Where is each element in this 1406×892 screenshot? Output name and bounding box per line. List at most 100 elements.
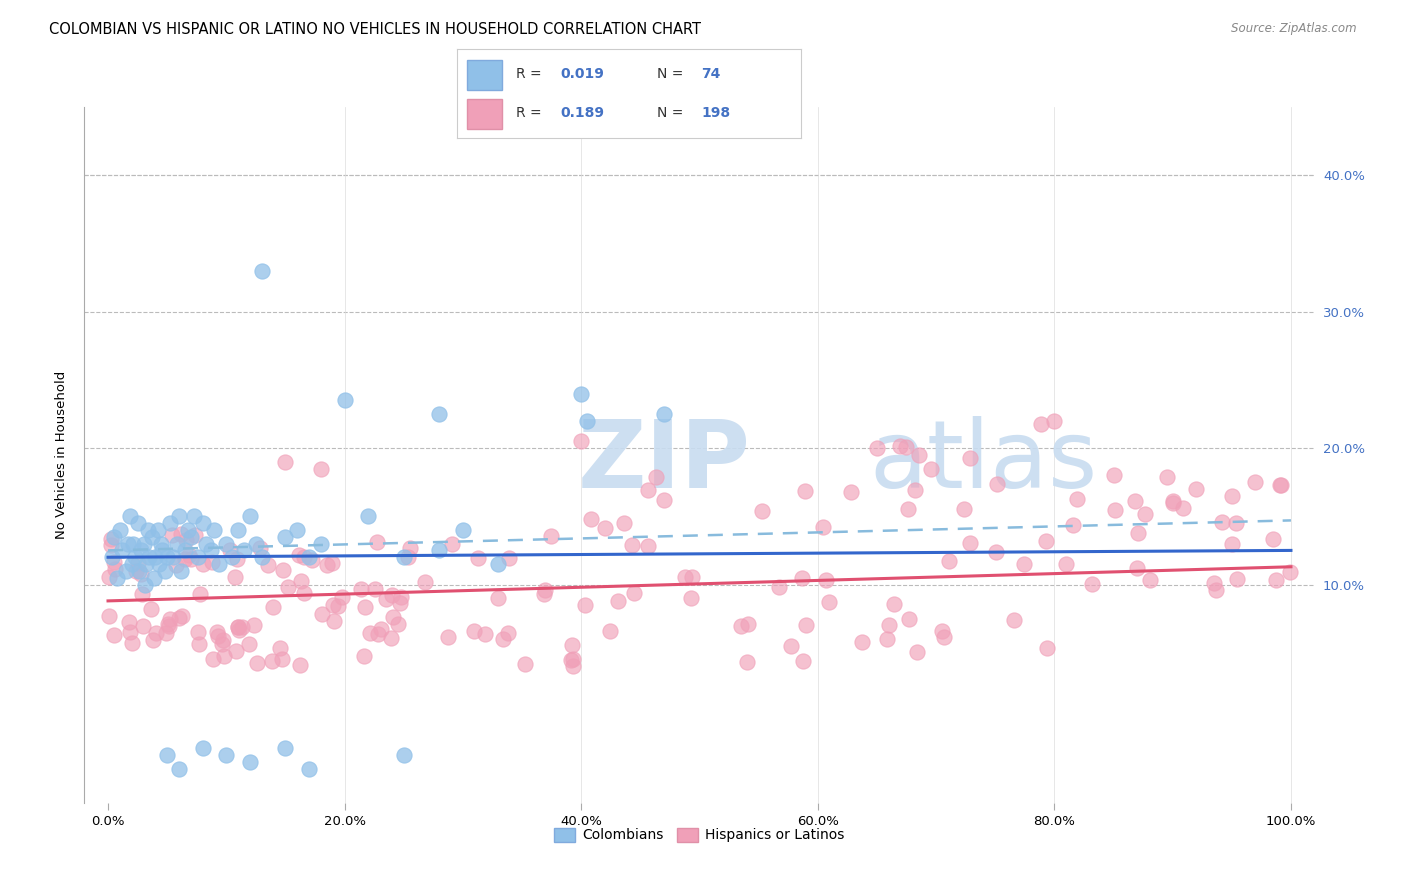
Point [561, 638, 583, 652]
Point [427, 543, 450, 558]
Point [440, 536, 463, 550]
Point [187, 625, 209, 640]
Point [876, 632, 898, 646]
Point [349, 582, 371, 596]
Point [576, 414, 599, 428]
Point [681, 591, 703, 606]
Point [152, 543, 174, 558]
Point [932, 630, 955, 644]
Point [97, 609, 120, 624]
Point [328, 599, 350, 614]
Point [427, 407, 450, 421]
Point [273, 563, 295, 577]
Point [269, 640, 291, 655]
Point [1031, 417, 1053, 432]
Point [959, 535, 981, 549]
Point [486, 557, 509, 571]
Point [97, 570, 120, 584]
Point [652, 493, 675, 508]
Point [228, 623, 250, 637]
Point [889, 440, 911, 454]
Point [100, 550, 122, 565]
Point [224, 570, 246, 584]
Point [166, 536, 188, 550]
Point [751, 504, 773, 518]
Y-axis label: No Vehicles in Household: No Vehicles in Household [55, 371, 69, 539]
Point [794, 618, 817, 632]
Point [1225, 516, 1247, 530]
Point [226, 552, 249, 566]
Point [620, 538, 643, 552]
Point [938, 554, 960, 568]
Point [562, 652, 585, 666]
Point [239, 755, 262, 769]
Point [117, 536, 139, 550]
FancyBboxPatch shape [467, 99, 502, 129]
Point [730, 619, 752, 633]
Point [245, 656, 267, 670]
Point [167, 509, 190, 524]
Point [1185, 482, 1208, 496]
Point [104, 561, 127, 575]
Point [309, 461, 332, 475]
Point [486, 591, 509, 605]
Point [162, 550, 184, 565]
Point [792, 571, 814, 585]
Point [188, 637, 211, 651]
Text: Source: ZipAtlas.com: Source: ZipAtlas.com [1232, 22, 1357, 36]
Point [301, 552, 323, 566]
Point [120, 509, 142, 524]
Point [815, 573, 838, 587]
Point [1123, 493, 1146, 508]
Legend: Colombians, Hispanics or Latinos: Colombians, Hispanics or Latinos [548, 822, 851, 848]
Point [263, 600, 285, 615]
Point [225, 644, 247, 658]
Point [221, 550, 243, 565]
Point [170, 527, 193, 541]
Point [212, 632, 235, 647]
Point [145, 625, 167, 640]
Point [920, 462, 942, 476]
FancyBboxPatch shape [467, 60, 502, 90]
Point [277, 581, 299, 595]
Point [1268, 478, 1291, 492]
Point [191, 741, 214, 756]
Point [1211, 515, 1233, 529]
Point [315, 558, 337, 573]
Point [311, 607, 333, 621]
Point [1062, 518, 1084, 533]
Point [132, 536, 155, 550]
Point [170, 609, 193, 624]
Point [533, 587, 555, 601]
Point [200, 543, 222, 558]
Point [533, 582, 555, 597]
Text: N =: N = [657, 106, 688, 120]
Point [492, 632, 515, 647]
Point [170, 564, 193, 578]
Point [165, 558, 187, 573]
Text: R =: R = [516, 67, 546, 81]
Point [250, 264, 273, 278]
Point [1135, 508, 1157, 522]
Point [309, 536, 332, 550]
Point [879, 618, 901, 632]
Point [1263, 533, 1285, 547]
Point [353, 649, 375, 664]
Point [226, 523, 249, 537]
Point [212, 649, 235, 664]
Point [1104, 502, 1126, 516]
Point [839, 484, 862, 499]
Point [256, 558, 278, 572]
Point [569, 386, 592, 401]
Point [100, 532, 122, 546]
Point [124, 550, 146, 565]
Point [129, 567, 152, 582]
Point [187, 550, 209, 565]
Point [121, 635, 143, 649]
Point [125, 564, 148, 578]
Point [354, 599, 377, 614]
Text: N =: N = [657, 67, 688, 81]
Point [1171, 500, 1194, 515]
Point [392, 550, 415, 565]
Point [177, 523, 200, 537]
